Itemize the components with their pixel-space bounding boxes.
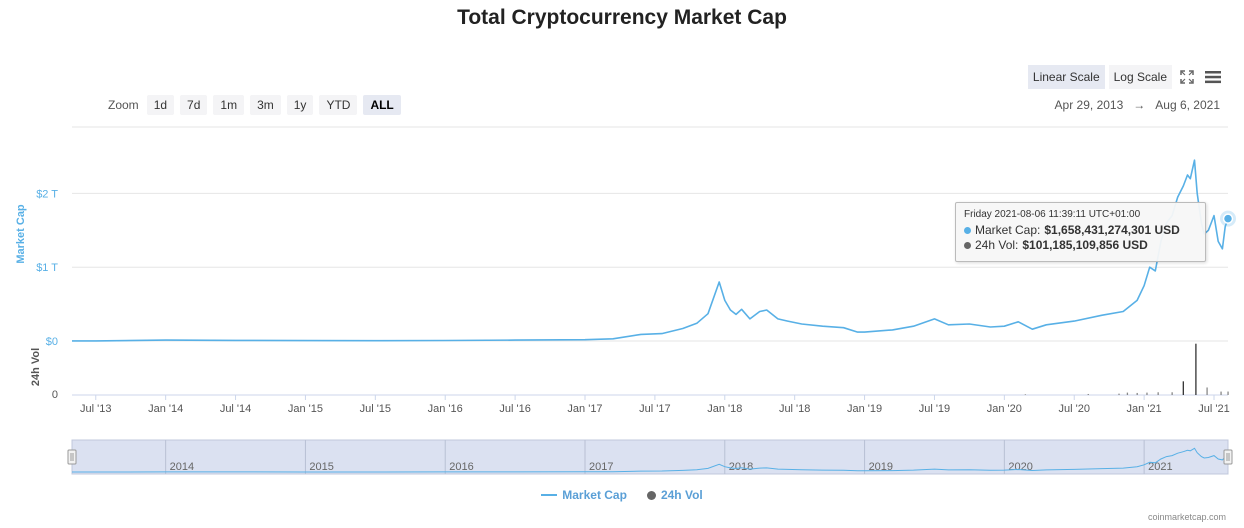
- date-range: Apr 29, 2013 → Aug 6, 2021: [1055, 98, 1220, 112]
- zoom-1y-button[interactable]: 1y: [286, 95, 314, 115]
- x-tick-label: Jan '20: [987, 403, 1022, 415]
- credits-link[interactable]: coinmarketcap.com: [1147, 512, 1226, 522]
- hover-marker: [1222, 213, 1234, 224]
- vol-bar: [1157, 392, 1159, 395]
- fullscreen-icon[interactable]: [1176, 66, 1198, 88]
- x-tick-label: Jul '19: [919, 403, 950, 415]
- x-tick-label: Jul '15: [360, 403, 391, 415]
- vol-bar: [1206, 387, 1208, 395]
- linear-scale-button[interactable]: Linear Scale: [1027, 65, 1105, 89]
- vol-bar: [1227, 391, 1229, 395]
- navigator-year-label: 2021: [1148, 461, 1172, 473]
- navigator-year-label: 2016: [449, 461, 473, 473]
- legend: Market Cap 24h Vol: [0, 488, 1244, 502]
- y-tick-label: $0: [46, 336, 58, 348]
- tooltip-vol-label: 24h Vol:: [975, 238, 1019, 252]
- x-tick-label: Jan '19: [847, 403, 882, 415]
- tooltip-market-cap-row: Market Cap: $1,658,431,274,301 USD: [964, 223, 1197, 237]
- x-tick-label: Jan '21: [1127, 403, 1162, 415]
- vol-dot-icon: [964, 241, 971, 249]
- navigator-year-label: 2019: [869, 461, 893, 473]
- tooltip-market-cap-label: Market Cap:: [975, 223, 1041, 237]
- y-axis-title: Market Cap: [15, 204, 27, 264]
- scale-toggle: Linear Scale Log Scale: [1027, 65, 1224, 89]
- vol-bar: [1182, 381, 1184, 395]
- legend-vol-label: 24h Vol: [660, 488, 703, 502]
- tooltip-vol-value: $101,185,109,856 USD: [1022, 238, 1148, 252]
- zoom-1d-button[interactable]: 1d: [146, 95, 175, 115]
- zoom-ytd-button[interactable]: YTD: [319, 95, 358, 115]
- vol-bar: [1118, 393, 1120, 395]
- legend-vol[interactable]: 24h Vol: [646, 488, 703, 502]
- vol-legend-dot-icon: [646, 490, 656, 500]
- hover-halo: [1220, 210, 1236, 227]
- chart-title: Total Cryptocurrency Market Cap: [457, 6, 787, 29]
- x-tick-label: Jan '18: [707, 403, 742, 415]
- market-cap-dot-icon: [964, 226, 971, 234]
- y-tick-label: $1 T: [36, 262, 58, 274]
- zoom-1m-button[interactable]: 1m: [213, 95, 245, 115]
- zoom-3m-button[interactable]: 3m: [250, 95, 281, 115]
- x-tick-label: Jul '13: [80, 403, 111, 415]
- navigator-year-label: 2017: [589, 461, 613, 473]
- range-to[interactable]: Aug 6, 2021: [1155, 98, 1220, 112]
- log-scale-button[interactable]: Log Scale: [1108, 65, 1172, 89]
- legend-market-cap-label: Market Cap: [562, 488, 627, 502]
- vol-tick-label: 0: [52, 389, 58, 401]
- x-tick-label: Jul '16: [499, 403, 530, 415]
- navigator-year-label: 2020: [1008, 461, 1032, 473]
- navigator-line: [72, 447, 1229, 473]
- zoom-all-button[interactable]: ALL: [363, 95, 401, 115]
- tooltip: Friday 2021-08-06 11:39:11 UTC+01:00 Mar…: [955, 202, 1206, 262]
- vol-bar: [1024, 394, 1027, 395]
- vol-bar: [1220, 391, 1222, 395]
- vol-bar: [1126, 392, 1129, 395]
- vol-bar: [1136, 392, 1138, 395]
- navigator-year-label: 2015: [309, 461, 333, 473]
- vol-bar: [1087, 393, 1089, 395]
- x-tick-label: Jan '15: [288, 403, 323, 415]
- y-tick-label: $2 T: [36, 188, 58, 200]
- x-tick-label: Jan '16: [428, 403, 463, 415]
- tooltip-date: Friday 2021-08-06 11:39:11 UTC+01:00: [964, 209, 1141, 220]
- x-tick-label: Jan '17: [567, 403, 602, 415]
- vol-bar: [1146, 392, 1148, 395]
- navigator-mask: [71, 439, 1229, 475]
- vol-axis-title: 24h Vol: [30, 348, 42, 386]
- range-arrow: →: [1133, 98, 1146, 112]
- x-tick-label: Jul '20: [1059, 403, 1090, 415]
- range-from[interactable]: Apr 29, 2013: [1054, 98, 1124, 112]
- vol-bar: [1171, 392, 1173, 395]
- x-tick-label: Jul '14: [220, 403, 251, 415]
- tooltip-market-cap-value: $1,658,431,274,301 USD: [1044, 223, 1180, 237]
- navigator-right-handle[interactable]: [1223, 449, 1233, 465]
- x-tick-label: Jul '21: [1198, 403, 1229, 415]
- x-tick-label: Jul '18: [779, 403, 810, 415]
- navigator-year-label: 2018: [729, 461, 753, 473]
- x-tick-label: Jul '17: [639, 403, 670, 415]
- line-legend-icon: [541, 494, 558, 496]
- navigator-year-label: 2014: [170, 461, 194, 473]
- tooltip-vol-row: 24h Vol: $101,185,109,856 USD: [964, 238, 1197, 252]
- legend-market-cap[interactable]: Market Cap: [541, 488, 627, 502]
- navigator-left-handle[interactable]: [67, 449, 77, 465]
- menu-icon[interactable]: [1202, 66, 1224, 88]
- zoom-label: Zoom: [108, 98, 139, 112]
- zoom-bar: Zoom 1d 7d 1m 3m 1y YTD ALL: [108, 95, 401, 115]
- vol-bar: [1195, 343, 1197, 395]
- zoom-7d-button[interactable]: 7d: [180, 95, 208, 115]
- x-tick-label: Jan '14: [148, 403, 183, 415]
